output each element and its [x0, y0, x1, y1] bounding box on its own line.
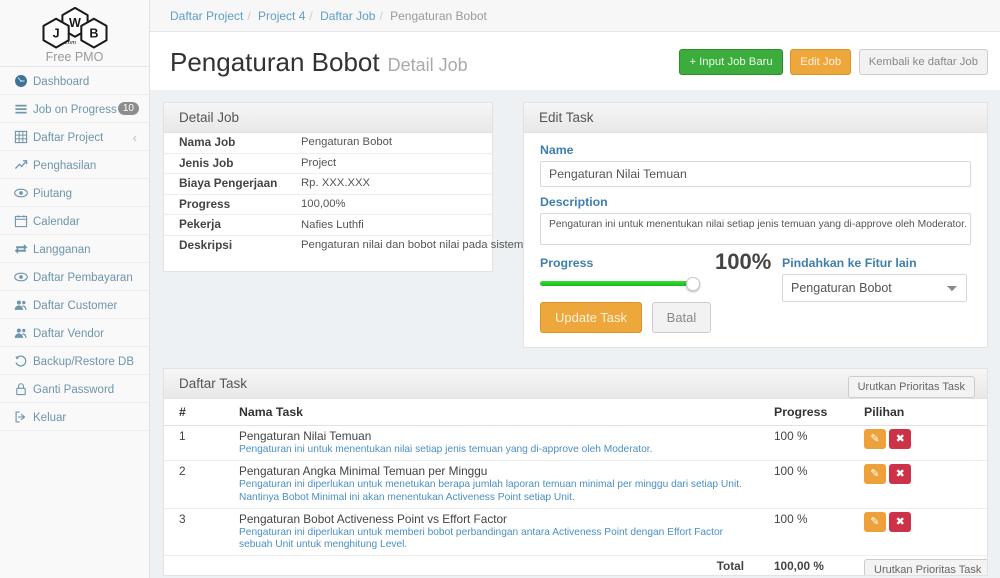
svg-text:B: B	[89, 27, 98, 41]
svg-text:J: J	[52, 27, 59, 41]
svg-text:W: W	[69, 16, 81, 30]
svg-text:.com: .com	[63, 39, 76, 46]
